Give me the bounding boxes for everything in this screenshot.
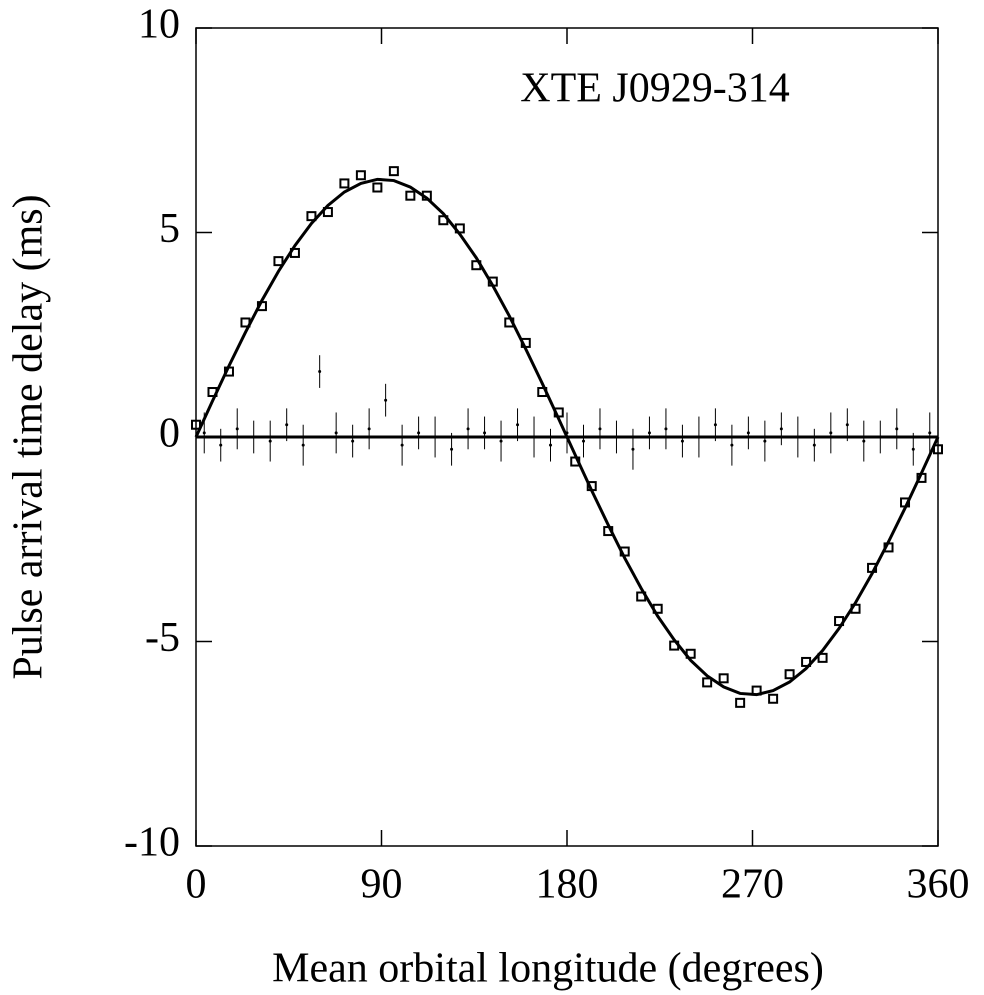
residual-point — [730, 443, 734, 447]
residual-point — [763, 439, 767, 443]
residual-point — [845, 423, 849, 427]
x-tick-label: 270 — [721, 862, 784, 908]
residual-point — [713, 423, 717, 427]
residual-point — [367, 427, 371, 431]
x-tick-label: 0 — [186, 862, 207, 908]
residual-point — [285, 423, 289, 427]
residual-point — [895, 427, 899, 431]
annotation: XTE J0929-314 — [520, 66, 789, 112]
data-point — [817, 652, 828, 663]
data-point — [702, 677, 713, 688]
residual-point — [812, 443, 816, 447]
residual-point — [351, 439, 355, 443]
data-point — [355, 170, 366, 181]
residual-point — [647, 431, 651, 435]
residual-point — [631, 447, 635, 451]
y-tick-label: 0 — [159, 411, 180, 457]
residual-point — [417, 431, 421, 435]
y-tick-label: -5 — [145, 615, 180, 661]
residual-point — [549, 443, 553, 447]
data-point — [768, 693, 779, 704]
x-tick-label: 180 — [536, 862, 599, 908]
residual-point — [466, 427, 470, 431]
x-axis-label: Mean orbital longitude (degrees) — [272, 946, 824, 992]
residual-point — [301, 443, 305, 447]
data-point — [784, 669, 795, 680]
data-point — [372, 182, 383, 193]
residual-point — [219, 443, 223, 447]
data-point — [405, 190, 416, 201]
y-tick-label: 10 — [138, 2, 180, 48]
data-point — [735, 697, 746, 708]
residual-point — [268, 439, 272, 443]
residual-point — [450, 447, 454, 451]
residual-point — [911, 447, 915, 451]
data-point — [339, 178, 350, 189]
residual-point — [829, 431, 833, 435]
data-point — [718, 673, 729, 684]
residual-point — [746, 431, 750, 435]
residual-point — [862, 439, 866, 443]
x-tick-label: 90 — [361, 862, 403, 908]
residual-point — [598, 427, 602, 431]
residual-point — [400, 443, 404, 447]
residual-point — [202, 431, 206, 435]
residual-point — [516, 423, 520, 427]
residual-point — [235, 427, 239, 431]
data-point — [273, 256, 284, 267]
residual-point — [483, 431, 487, 435]
residual-point — [928, 431, 932, 435]
data-point — [306, 211, 317, 222]
residual-point — [581, 439, 585, 443]
residual-point — [779, 427, 783, 431]
y-tick-label: -10 — [124, 820, 180, 866]
x-tick-label: 360 — [907, 862, 970, 908]
residual-point — [384, 398, 388, 402]
residual-point — [499, 439, 503, 443]
residual-point — [318, 370, 322, 374]
data-point — [388, 166, 399, 177]
residual-point — [680, 439, 684, 443]
y-tick-label: 5 — [159, 206, 180, 252]
residual-point — [664, 427, 668, 431]
y-axis-label: Pulse arrival time delay (ms) — [6, 194, 52, 679]
residual-point — [334, 431, 338, 435]
